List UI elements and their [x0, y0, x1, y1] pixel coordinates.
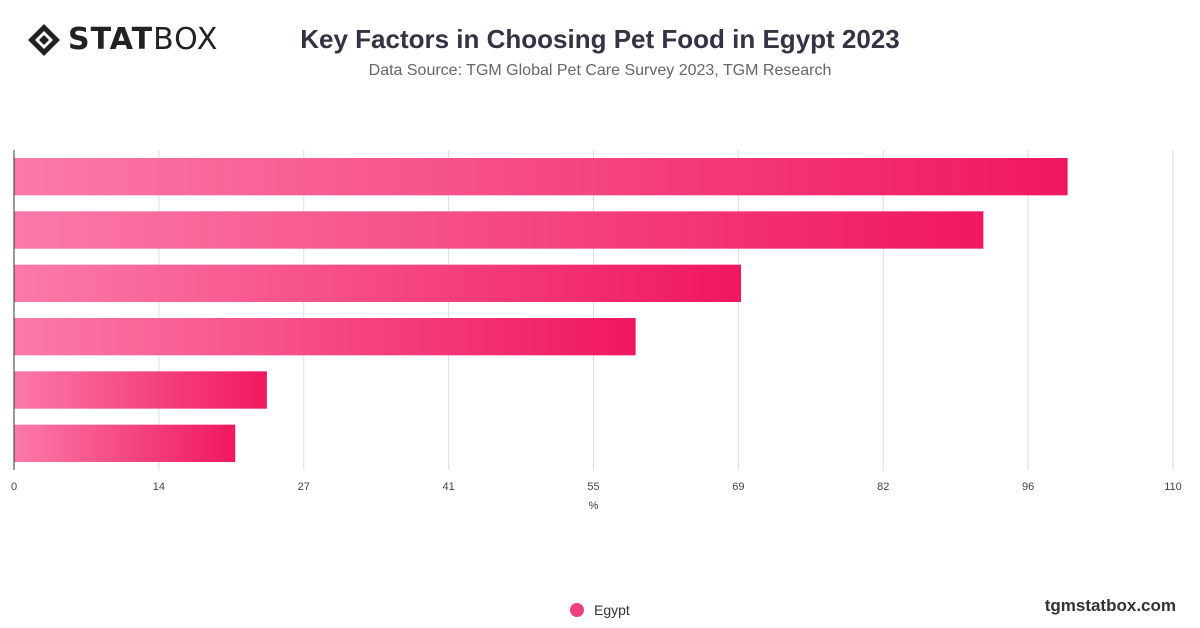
x-tick-label: 0 [11, 481, 17, 493]
statbox-logo[interactable]: STATBOX [26, 22, 218, 58]
x-tick-label: 110 [1164, 481, 1182, 493]
bar-egypt-4[interactable] [14, 318, 636, 356]
bar-egypt-3[interactable] [14, 264, 742, 302]
bar-egypt-5[interactable] [14, 371, 267, 409]
logo-text: STATBOX [68, 22, 218, 58]
diamond-logo-icon [28, 24, 60, 56]
x-axis-label: % [589, 500, 599, 512]
chart-subtitle: Data Source: TGM Global Pet Care Survey … [368, 62, 832, 79]
x-tick-label: 96 [1022, 481, 1034, 493]
x-tick-label: 41 [443, 481, 455, 493]
legend-label-egypt: Egypt [594, 602, 630, 618]
legend-dot-egypt [570, 603, 584, 617]
bar-egypt-1[interactable] [14, 158, 1068, 196]
x-tick-label: 14 [153, 481, 165, 493]
site-url[interactable]: tgmstatbox.com [1044, 596, 1176, 615]
x-axis-ticks: 0 14 27 41 55 69 82 96 110 [11, 481, 1182, 493]
chart-title: Key Factors in Choosing Pet Food in Egyp… [300, 24, 900, 54]
x-tick-label: 55 [587, 481, 599, 493]
bars [14, 158, 1068, 462]
bar-egypt-2[interactable] [14, 211, 984, 249]
bar-egypt-6[interactable] [14, 424, 236, 462]
legend[interactable]: Egypt [570, 602, 630, 618]
logo-text-light: BOX [153, 22, 219, 57]
grid-lines [158, 150, 1174, 470]
x-tick-label: 27 [298, 481, 310, 493]
x-tick-label: 82 [877, 481, 889, 493]
logo-text-bold: STAT [68, 22, 154, 57]
x-tick-label: 69 [732, 481, 744, 493]
